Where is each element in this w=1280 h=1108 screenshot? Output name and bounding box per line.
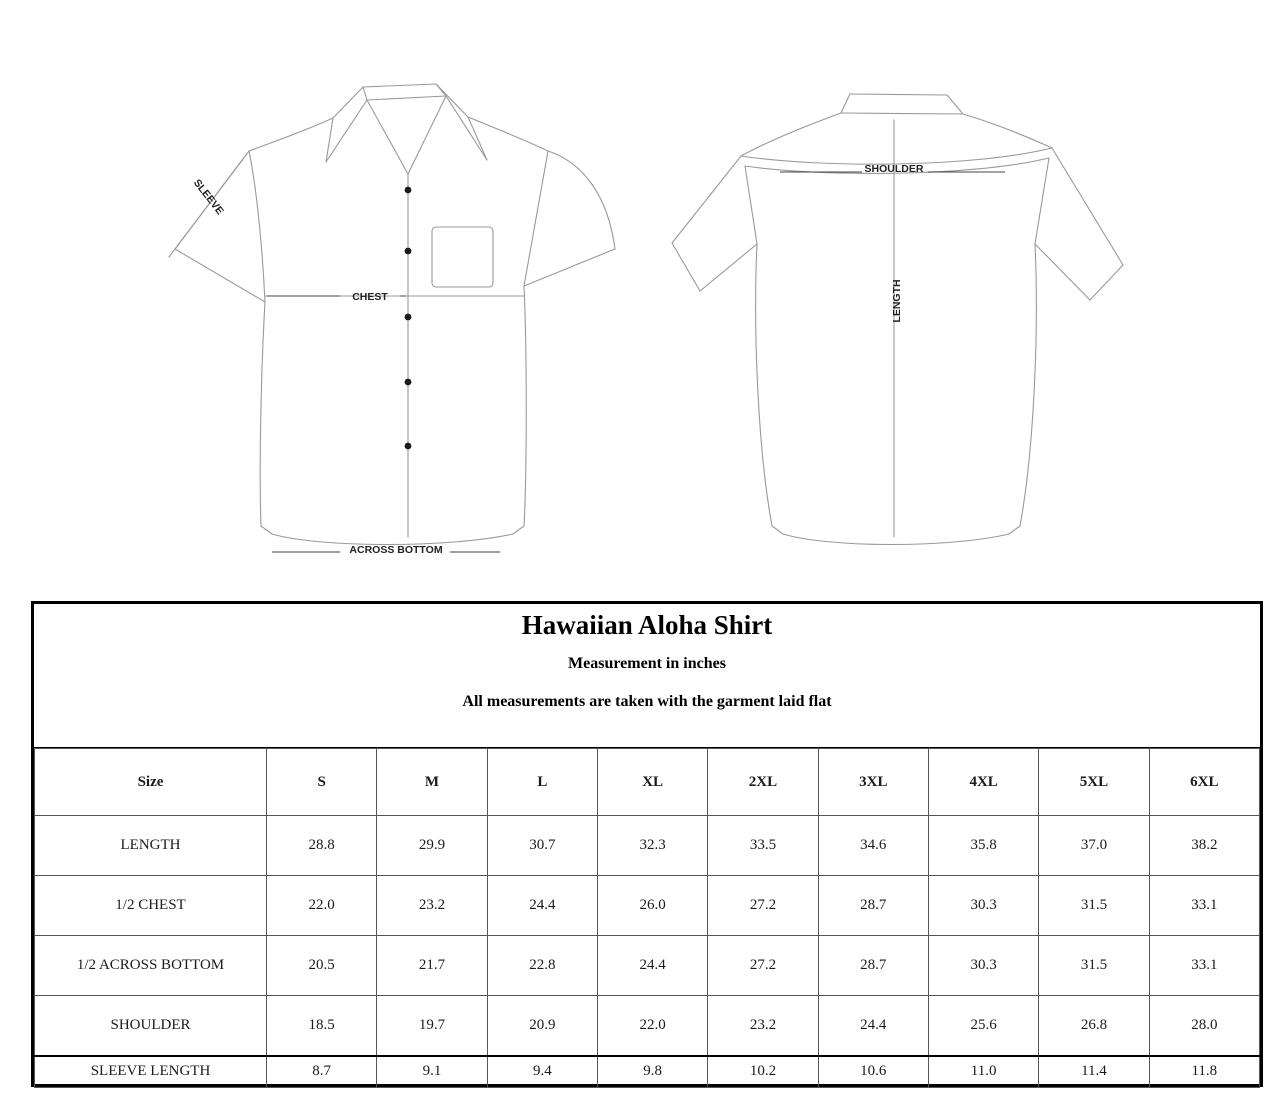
svg-text:SHOULDER: SHOULDER (865, 163, 924, 175)
svg-text:LENGTH: LENGTH (891, 279, 903, 322)
svg-text:SLEEVE: SLEEVE (191, 177, 226, 217)
svg-text:ACROSS BOTTOM: ACROSS BOTTOM (349, 544, 442, 556)
svg-text:CHEST: CHEST (352, 291, 388, 303)
